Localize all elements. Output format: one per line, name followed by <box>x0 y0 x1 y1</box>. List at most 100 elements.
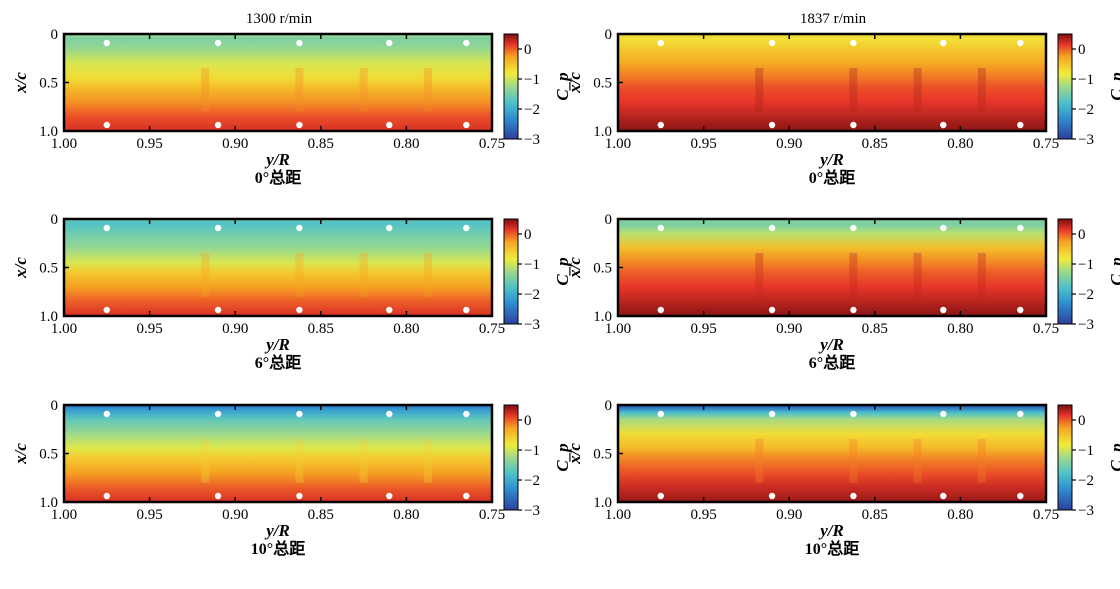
x-tick-label: 0.85 <box>862 136 888 152</box>
cp-streak <box>359 438 368 483</box>
cp-streak <box>295 252 304 297</box>
colorbar-tick-label: −1 <box>1078 443 1094 459</box>
panel-caption: 10°总距 <box>251 539 305 558</box>
sensor-marker <box>1017 492 1024 500</box>
sensor-marker <box>657 306 664 314</box>
cp-contour-field <box>64 34 492 131</box>
x-tick-label: 0.80 <box>393 321 419 337</box>
x-tick-label: 0.95 <box>136 321 162 337</box>
x-tick-label: 1.00 <box>605 321 631 337</box>
x-tick-label: 0.95 <box>136 507 162 523</box>
sensor-marker <box>463 39 470 47</box>
panel-caption: 6°总距 <box>255 353 301 372</box>
sensor-marker <box>768 306 776 314</box>
y-axis-label: x/c <box>11 72 30 94</box>
sensor-marker <box>850 306 857 314</box>
colorbar-tick-label: −3 <box>1078 503 1094 519</box>
x-tick-label: 0.80 <box>947 321 973 337</box>
cp-streak <box>755 438 764 483</box>
colorbar-tick-label: 0 <box>1078 42 1086 58</box>
y-tick-label: 1.0 <box>593 495 612 511</box>
y-axis-label: x/c <box>565 72 584 94</box>
cp-streak <box>359 252 368 297</box>
colorbar <box>503 33 519 140</box>
cp-streak <box>913 67 922 112</box>
colorbar-tick-label: −2 <box>1078 102 1094 118</box>
cp-streak <box>423 67 432 112</box>
colorbar-label: C_p <box>1107 443 1120 471</box>
cp-contour-field <box>64 219 492 316</box>
colorbar-tick-label: −1 <box>1078 257 1094 273</box>
sensor-marker <box>1017 224 1024 232</box>
y-tick-label: 0 <box>605 27 613 43</box>
cp-contour-field <box>64 405 492 502</box>
sensor-marker <box>386 306 393 314</box>
colorbar <box>1057 33 1073 140</box>
sensor-marker <box>768 39 776 47</box>
cp-streak <box>423 438 432 483</box>
colorbar <box>503 218 519 325</box>
sensor-marker <box>940 492 947 500</box>
x-axis-label: y/R <box>264 335 290 354</box>
y-tick-label: 0.5 <box>593 447 612 463</box>
colorbar-tick-label: −3 <box>524 132 540 148</box>
colorbar-tick-label: −2 <box>1078 287 1094 303</box>
panel-caption: 0°总距 <box>809 168 855 187</box>
colorbar-tick-label: −1 <box>1078 72 1094 88</box>
x-tick-label: 0.95 <box>690 321 716 337</box>
sensor-marker <box>657 492 664 500</box>
sensor-marker <box>1017 39 1024 47</box>
x-tick-label: 0.85 <box>862 321 888 337</box>
cp-contour-field <box>618 219 1046 316</box>
sensor-marker <box>296 492 303 500</box>
sensor-marker <box>296 224 303 232</box>
cp-streak <box>295 438 304 483</box>
x-tick-label: 0.90 <box>222 321 248 337</box>
x-tick-label: 1.00 <box>605 507 631 523</box>
sensor-marker <box>386 39 393 47</box>
colorbar-tick-label: −2 <box>524 287 540 303</box>
x-tick-label: 0.90 <box>776 321 802 337</box>
sensor-marker <box>940 121 947 129</box>
cp-streak <box>849 67 858 112</box>
x-tick-label: 0.95 <box>690 136 716 152</box>
colorbar-label: C_p <box>1107 72 1120 100</box>
sensor-marker <box>296 39 303 47</box>
colorbar-tick-label: 0 <box>524 42 532 58</box>
sensor-marker <box>463 492 470 500</box>
cp-streak <box>913 438 922 483</box>
x-axis-label: y/R <box>818 335 844 354</box>
x-tick-label: 0.90 <box>222 507 248 523</box>
sensor-marker <box>103 121 111 129</box>
x-tick-label: 0.80 <box>393 136 419 152</box>
sensor-marker <box>103 224 111 232</box>
y-axis-label: x/c <box>565 257 584 279</box>
sensor-marker <box>463 410 470 418</box>
sensor-marker <box>940 306 947 314</box>
colorbar-tick-label: −1 <box>524 443 540 459</box>
sensor-marker <box>103 306 111 314</box>
y-tick-label: 1.0 <box>593 309 612 325</box>
sensor-marker <box>768 410 776 418</box>
x-tick-label: 1.00 <box>51 136 77 152</box>
y-tick-label: 1.0 <box>39 495 58 511</box>
x-tick-label: 0.75 <box>1033 321 1059 337</box>
sensor-marker <box>1017 306 1024 314</box>
column-title-left: 1300 r/min <box>246 11 313 27</box>
cp-panel: 1.00 0.95 0.90 0.85 0.80 0.75 0 0.5 1.0 y/R x/c 10°… <box>11 398 572 558</box>
sensor-marker <box>386 224 393 232</box>
colorbar-tick-label: −1 <box>524 72 540 88</box>
x-tick-label: 0.95 <box>690 507 716 523</box>
sensor-marker <box>463 224 470 232</box>
colorbar-tick-label: −2 <box>1078 473 1094 489</box>
panel-caption: 10°总距 <box>805 539 859 558</box>
colorbar-label: C_p <box>1107 257 1120 285</box>
sensor-marker <box>214 306 222 314</box>
colorbar-tick-label: 0 <box>524 227 532 243</box>
x-tick-label: 0.75 <box>479 507 505 523</box>
sensor-marker <box>103 410 111 418</box>
colorbar <box>1057 218 1073 325</box>
sensor-marker <box>850 492 857 500</box>
sensor-marker <box>940 410 947 418</box>
sensor-marker <box>768 492 776 500</box>
